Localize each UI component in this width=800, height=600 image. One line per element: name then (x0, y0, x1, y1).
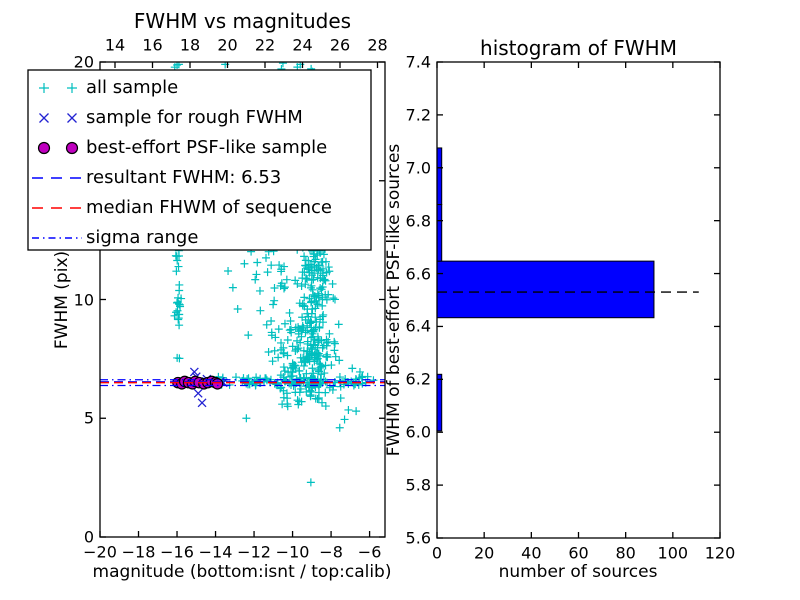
tick-label: 28 (367, 35, 388, 55)
fwhm-reference-lines (100, 379, 385, 387)
tick-label: 26 (329, 35, 351, 55)
tick-label: −20 (83, 542, 117, 562)
tick-label: 80 (615, 543, 636, 563)
tick-label: 6.4 (405, 316, 431, 336)
tick-label: −14 (198, 542, 233, 562)
tick-label: 100 (657, 543, 689, 563)
tick-label: 10 (73, 290, 94, 309)
hist-bars (437, 147, 655, 432)
tick-label: 7.0 (405, 158, 431, 178)
tick-label: 0 (83, 527, 94, 547)
legend-label-psf-sample: best-effort PSF-like sample (86, 137, 328, 158)
tick-label: 5.8 (405, 475, 431, 495)
tick-label: 60 (568, 543, 589, 563)
tick-label: 5 (83, 408, 94, 428)
tick-label: −12 (237, 542, 271, 562)
legend-label-rough-fwhm: sample for rough FWHM (86, 107, 303, 128)
tick-label: 14 (104, 35, 126, 55)
tick-label: 7.2 (405, 105, 431, 125)
tick-label: 16 (142, 35, 163, 55)
hist-bar (437, 147, 443, 206)
tick-label: −6 (357, 542, 382, 562)
tick-label: 5.6 (405, 528, 431, 548)
legend-box (27, 69, 372, 251)
scatter-xaxis-label: magnitude (bottom:isnt / top:calib) (92, 562, 392, 582)
tick-label: −8 (319, 542, 343, 562)
tick-label: 20 (217, 35, 238, 55)
hist-bar (437, 204, 443, 262)
tick-label: 20 (473, 543, 495, 563)
histogram-xaxis-label: number of sources (498, 562, 658, 582)
tick-label: 22 (254, 35, 276, 55)
hist-bar (437, 373, 443, 432)
tick-label: 6.2 (405, 369, 431, 389)
tick-label: 0 (431, 543, 443, 563)
tick-label: 24 (292, 35, 313, 55)
tick-label: 20 (73, 52, 94, 72)
tick-label: −18 (121, 542, 156, 562)
axis-ticks (99, 61, 721, 539)
histogram-title: histogram of FWHM (480, 36, 677, 60)
tick-label: −16 (160, 542, 194, 562)
tick-label: 120 (704, 543, 736, 563)
legend-label-median-fhwm: median FHWM of sequence (86, 197, 332, 218)
scatter-title: FWHM vs magnitudes (133, 9, 352, 33)
tick-label: 6.6 (405, 264, 431, 284)
tick-label: 6.8 (405, 211, 431, 231)
tick-label: 40 (521, 543, 542, 563)
legend-label-all-sample: all sample (86, 77, 179, 98)
legend-label-sigma-range: sigma range (86, 227, 199, 248)
legend-labels: all sample sample for rough FWHM best-ef… (86, 73, 332, 253)
tick-label: 18 (179, 35, 201, 55)
tick-label: 7.4 (405, 52, 431, 72)
hist-bar (437, 260, 655, 319)
legend-label-resultant-fwhm: resultant FWHM: 6.53 (86, 167, 282, 188)
tick-label: 6.0 (405, 422, 431, 442)
tick-label: −10 (275, 542, 310, 562)
